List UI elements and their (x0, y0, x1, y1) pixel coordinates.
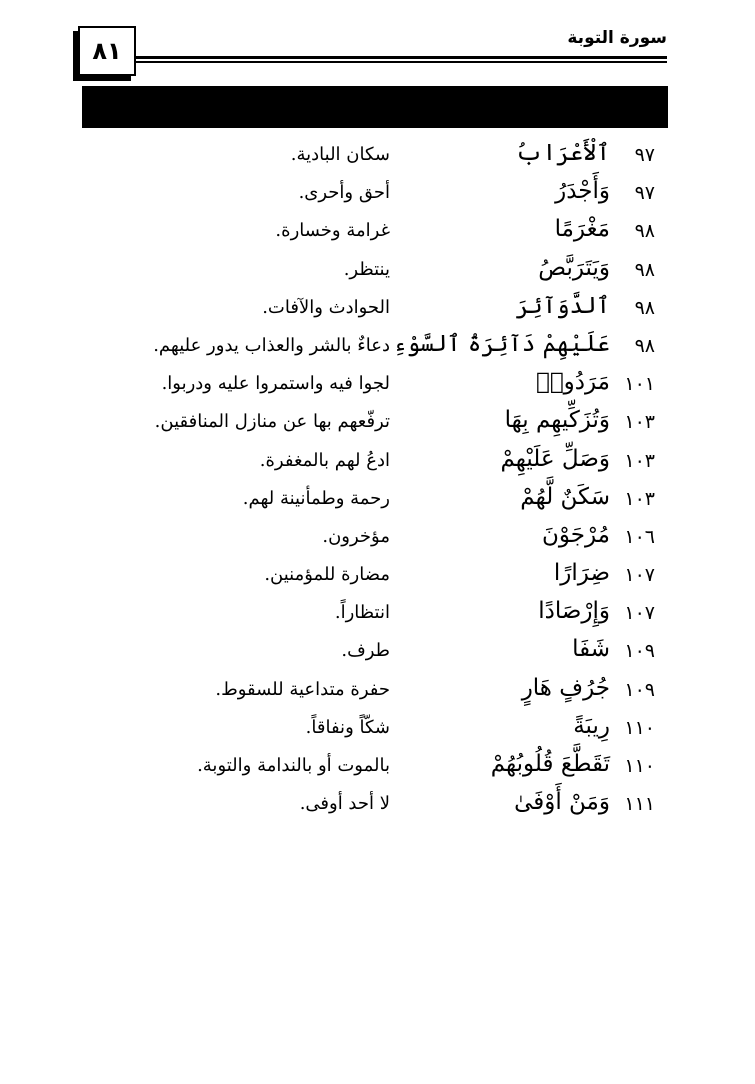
verse-number: ٩٨ (634, 258, 655, 281)
verse-number: ٩٧ (634, 182, 655, 205)
quran-word: مَغْرَمًا (554, 216, 610, 243)
glossary-row: ٩٨ مَغْرَمًا غرامة وخسارة. (0, 214, 755, 252)
word-meaning: ادعُ لهم بالمغفرة. (259, 449, 390, 471)
verse-number: ١٠٧ (624, 602, 655, 625)
glossary-row: ١١٠ تَقَطَّعَ قُلُوبُهُمْ بالموت أو بالندا… (0, 749, 755, 787)
quran-word: وَيَتَرَبَّصُ (538, 254, 610, 281)
word-meaning: أحق وأحرى. (298, 182, 390, 204)
quran-word: شَفَا (572, 636, 610, 663)
word-meaning: غرامة وخسارة. (275, 220, 390, 242)
glossary-row: ١٠٩ شَفَا طرف. (0, 634, 755, 672)
glossary-row: ١٠٧ ضِرَارًا مضارة للمؤمنين. (0, 558, 755, 596)
word-meaning: ترفّعهم بها عن منازل المنافقين. (154, 411, 390, 433)
verse-number: ١٠٧ (624, 564, 655, 587)
surah-title: سورة التوبة (567, 28, 667, 48)
glossary-row: ٩٨ عَلَيْهِمْ دَآئِرَةُ ٱلسَّوْءِ دعاءٌ با… (0, 329, 755, 367)
glossary-row: ١٠٣ وَصَلِّ عَلَيْهِمْ ادعُ لهم بالمغفرة. (0, 444, 755, 482)
quran-word: رِيبَةً (573, 712, 610, 739)
glossary-row: ١٠٧ وَإِرْصَادًا انتظاراً. (0, 596, 755, 634)
quran-word: وَصَلِّ عَلَيْهِمْ (500, 445, 610, 472)
verse-number: ١١٠ (624, 755, 655, 777)
verse-number: ١٠٣ (624, 487, 655, 510)
glossary-row: ٩٧ وَأَجْدَرُ أحق وأحرى. (0, 176, 755, 214)
quran-word: وَمَنْ أَوْفَىٰ (514, 789, 610, 816)
header-rule (134, 56, 667, 59)
quran-word: تَقَطَّعَ قُلُوبُهُمْ (490, 751, 610, 777)
verse-number: ١٠٣ (624, 411, 655, 434)
verse-number: ٩٨ (634, 296, 655, 319)
verse-number: ١١٠ (624, 716, 655, 739)
glossary-row: ١٠٦ مُرْجَوْنَ مؤخرون. (0, 520, 755, 558)
word-meaning: طرف. (341, 640, 390, 662)
quran-word: مُرْجَوْنَ (541, 521, 610, 548)
header-rule-thin (134, 61, 667, 63)
quran-word: ٱلْأَعْرَابُ (515, 140, 610, 166)
glossary-row: ١٠٣ وَتُزَكِّيهِم بِهَا ترفّعهم بها عن منا… (0, 405, 755, 443)
verse-number: ٩٧ (634, 144, 655, 166)
verse-number: ١٠١ (624, 373, 655, 396)
quran-word: جُرُفٍ هَارٍ (521, 674, 610, 701)
verse-number: ٩٨ (634, 220, 655, 243)
glossary-row: ١٠١ مَرَدُوا۟ لجوا فيه واستمروا عليه ودربو… (0, 367, 755, 405)
verse-number: ١٠٩ (624, 640, 655, 663)
quran-word: ٱلدَّوَآئِرَ (515, 292, 610, 319)
verse-number: ٩٨ (634, 334, 655, 357)
word-meaning: الحوادث والآفات. (262, 296, 390, 318)
word-meaning: بالموت أو بالندامة والتوبة. (197, 755, 390, 776)
word-meaning: رحمة وطمأنينة لهم. (242, 487, 390, 509)
word-meaning: حفرة متداعية للسقوط. (215, 678, 390, 700)
quran-word: مَرَدُوا۟ (536, 369, 610, 396)
glossary-list: ٩٧ ٱلْأَعْرَابُ سكان البادية. ٩٧ وَأَجْدَرُ أ… (0, 138, 755, 825)
word-meaning: مؤخرون. (322, 525, 390, 547)
glossary-row: ١١٠ رِيبَةً شكّاً ونفاقاً. (0, 711, 755, 749)
verse-number: ١٠٦ (624, 525, 655, 548)
glossary-row: ٩٨ ٱلدَّوَآئِرَ الحوادث والآفات. (0, 291, 755, 329)
glossary-row: ١٠٩ جُرُفٍ هَارٍ حفرة متداعية للسقوط. (0, 673, 755, 711)
glossary-row: ٩٨ وَيَتَرَبَّصُ ينتظر. (0, 253, 755, 291)
word-meaning: انتظاراً. (334, 602, 390, 624)
word-meaning: ينتظر. (343, 258, 390, 280)
verse-number: ١١١ (624, 793, 655, 816)
word-meaning: مضارة للمؤمنين. (264, 564, 390, 586)
glossary-row: ٩٧ ٱلْأَعْرَابُ سكان البادية. (0, 138, 755, 176)
word-meaning: دعاءٌ بالشر والعذاب يدور عليهم. (153, 334, 390, 356)
quran-word: وَأَجْدَرُ (555, 178, 610, 205)
quran-word: وَتُزَكِّيهِم بِهَا (504, 407, 610, 434)
page-number-box: ٨١ (78, 26, 136, 76)
word-meaning: لا أحد أوفى. (299, 793, 390, 815)
quran-word: عَلَيْهِمْ دَآئِرَةُ ٱلسَّوْءِ (393, 330, 610, 357)
glossary-row: ١٠٣ سَكَنٌ لَّهُمْ رحمة وطمأنينة لهم. (0, 482, 755, 520)
verse-number: ١٠٩ (624, 678, 655, 701)
word-meaning: لجوا فيه واستمروا عليه ودربوا. (161, 373, 390, 395)
black-banner (82, 86, 668, 128)
quran-word: وَإِرْصَادًا (538, 598, 610, 625)
quran-word: ضِرَارًا (553, 560, 610, 587)
glossary-row: ١١١ وَمَنْ أَوْفَىٰ لا أحد أوفى. (0, 787, 755, 825)
verse-number: ١٠٣ (624, 449, 655, 472)
word-meaning: سكان البادية. (290, 144, 390, 165)
page-number: ٨١ (92, 37, 122, 65)
word-meaning: شكّاً ونفاقاً. (305, 716, 390, 738)
quran-word: سَكَنٌ لَّهُمْ (520, 483, 610, 510)
